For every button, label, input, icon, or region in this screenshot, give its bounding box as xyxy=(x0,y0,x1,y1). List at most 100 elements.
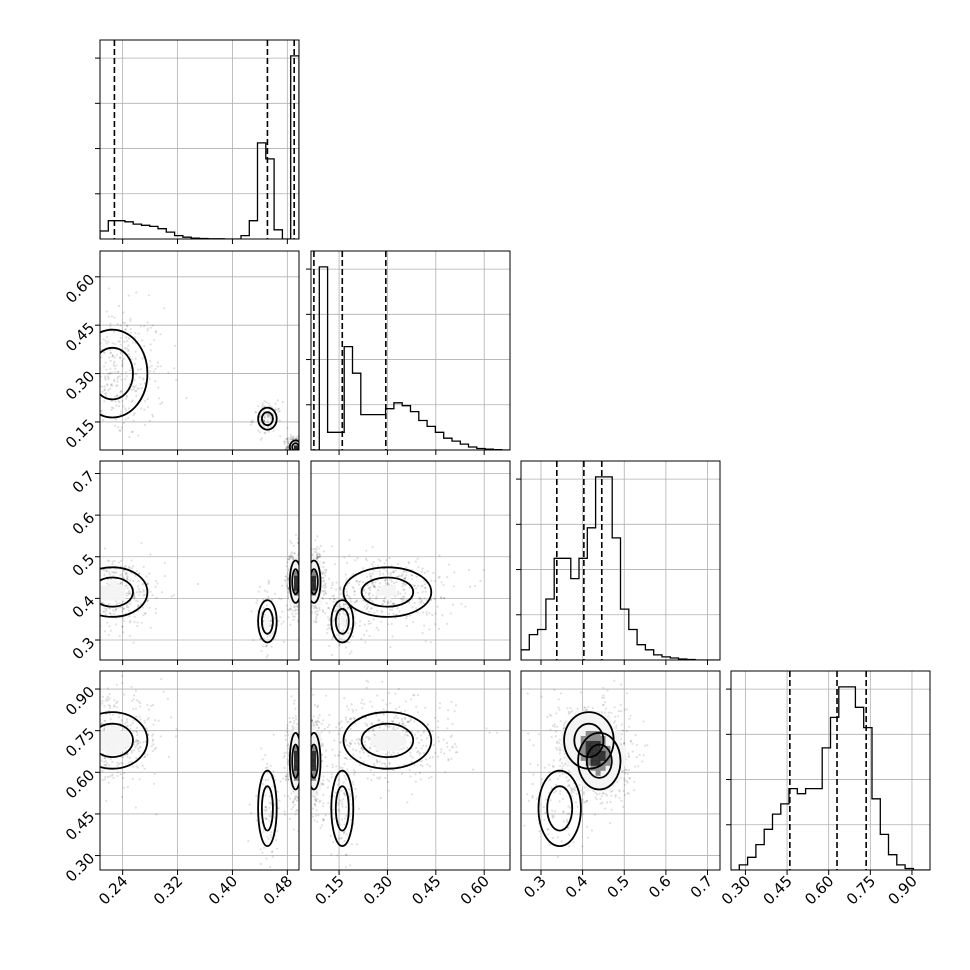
scatter-point xyxy=(316,607,319,610)
scatter-point xyxy=(73,585,75,587)
scatter-point xyxy=(53,740,55,742)
scatter-point xyxy=(129,620,132,623)
scatter-point xyxy=(302,574,304,576)
scatter-point xyxy=(406,734,409,738)
scatter-point xyxy=(135,731,139,734)
scatter-point xyxy=(355,600,358,603)
scatter-point xyxy=(342,832,345,835)
scatter-point xyxy=(269,619,273,622)
scatter-point xyxy=(274,778,277,782)
density-cell xyxy=(119,590,126,596)
scatter-point xyxy=(106,383,109,386)
density-cell xyxy=(114,585,121,591)
scatter-point xyxy=(115,701,118,705)
scatter-point xyxy=(269,620,272,623)
density-cell xyxy=(264,625,270,631)
scatter-point xyxy=(308,731,310,733)
scatter-point xyxy=(262,606,265,609)
scatter-point xyxy=(383,762,386,765)
scatter-point xyxy=(291,551,294,554)
scatter-point xyxy=(403,577,406,580)
scatter-point xyxy=(314,795,317,799)
scatter-point xyxy=(300,563,302,565)
density-cell xyxy=(289,560,295,566)
scatter-point xyxy=(394,715,397,718)
scatter-point xyxy=(290,556,293,559)
scatter-point xyxy=(403,588,406,591)
scatter-point xyxy=(283,813,286,816)
scatter-point xyxy=(293,453,295,455)
scatter-point xyxy=(154,330,157,333)
panel-layer xyxy=(53,39,931,875)
scatter-point xyxy=(140,621,143,624)
scatter-point xyxy=(273,592,276,595)
scatter-point xyxy=(325,694,328,697)
density-cell xyxy=(385,740,391,746)
scatter-point xyxy=(417,750,420,753)
scatter-point xyxy=(126,325,129,328)
scatter-point xyxy=(65,592,67,594)
scatter-point xyxy=(115,384,118,387)
scatter-point xyxy=(107,781,110,784)
scatter-point xyxy=(567,778,571,782)
scatter-point xyxy=(353,742,357,745)
scatter-point xyxy=(328,713,331,717)
scatter-point xyxy=(294,797,297,801)
density-cell xyxy=(375,735,381,741)
scatter-point xyxy=(128,369,132,372)
scatter-point xyxy=(300,588,302,590)
scatter-point xyxy=(429,641,432,644)
scatter-point xyxy=(129,727,132,730)
scatter-point xyxy=(126,724,129,728)
scatter-point xyxy=(57,636,59,638)
scatter-point xyxy=(309,761,311,763)
scatter-panel-v2-v4 xyxy=(304,670,511,875)
scatter-point xyxy=(285,583,288,586)
scatter-point xyxy=(57,601,59,603)
scatter-point xyxy=(304,438,306,440)
density-cell xyxy=(119,585,126,591)
scatter-point xyxy=(296,455,298,457)
scatter-point xyxy=(125,375,128,378)
scatter-point xyxy=(313,803,316,806)
scatter-point xyxy=(139,741,142,744)
scatter-point xyxy=(413,584,416,587)
scatter-point xyxy=(316,820,319,824)
scatter-point xyxy=(314,612,317,615)
scatter-point xyxy=(300,583,302,585)
density-cell xyxy=(316,765,322,771)
scatter-point xyxy=(566,707,569,710)
scatter-point xyxy=(307,582,309,584)
density-cell xyxy=(311,790,317,796)
scatter-point xyxy=(367,736,370,739)
scatter-point xyxy=(379,559,382,562)
scatter-point xyxy=(302,594,304,596)
scatter-point xyxy=(353,623,356,627)
scatter-point xyxy=(387,692,390,695)
scatter-point xyxy=(151,324,154,327)
scatter-point xyxy=(295,456,297,458)
scatter-point xyxy=(118,601,121,605)
scatter-point xyxy=(401,585,404,588)
scatter-point xyxy=(112,613,115,616)
scatter-point xyxy=(134,332,137,335)
scatter-point xyxy=(405,615,408,618)
scatter-point xyxy=(261,406,264,409)
density-cell xyxy=(110,735,116,741)
density-shading xyxy=(100,725,299,796)
scatter-point xyxy=(322,818,325,821)
scatter-point xyxy=(301,439,303,441)
scatter-point xyxy=(304,773,306,775)
scatter-point xyxy=(97,753,99,755)
scatter-point xyxy=(344,740,348,743)
density-cell xyxy=(294,585,299,591)
scatter-point xyxy=(137,604,140,608)
scatter-point xyxy=(133,336,137,339)
scatter-point xyxy=(321,590,324,593)
scatter-point xyxy=(250,811,253,815)
scatter-point xyxy=(124,418,127,421)
scatter-point xyxy=(414,560,417,563)
scatter-point xyxy=(105,697,108,700)
scatter-point xyxy=(360,746,363,749)
scatter-point xyxy=(69,600,71,602)
